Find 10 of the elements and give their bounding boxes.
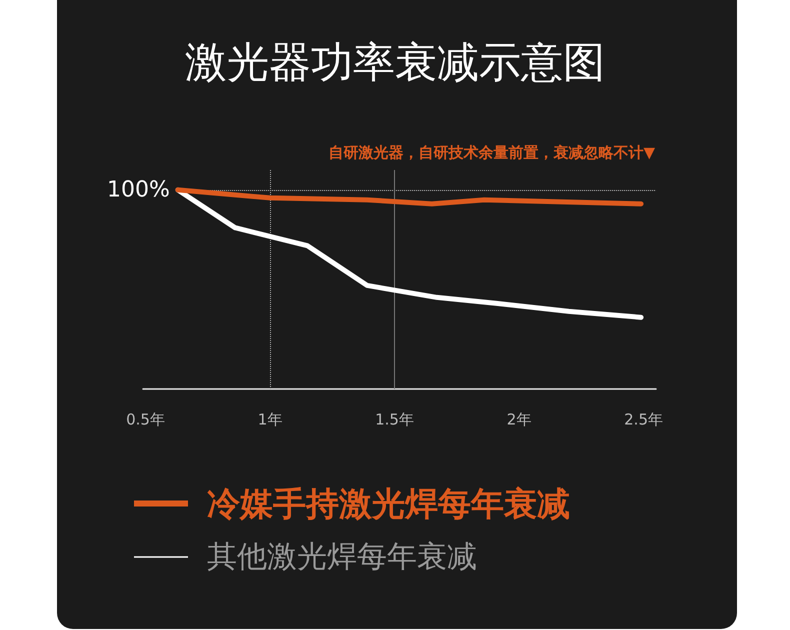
chart-title: 激光器功率衰减示意图 — [185, 38, 605, 86]
text: 自研激光器，自研技术余量前置，衰减忽略不计▼ — [328, 144, 656, 162]
legend-label: 其他激光焊每年衰减 — [207, 540, 477, 574]
ref-line-label: 100% — [106, 177, 170, 202]
legend-label: 冷媒手持激光焊每年衰减 — [207, 484, 570, 523]
x-tick-label: 0.5年 — [126, 410, 165, 428]
x-tick-label: 2.5年 — [624, 410, 663, 428]
x-tick-label: 1.5年 — [375, 410, 414, 428]
x-tick-label: 1年 — [258, 410, 282, 428]
x-tick-label: 2年 — [506, 410, 532, 428]
